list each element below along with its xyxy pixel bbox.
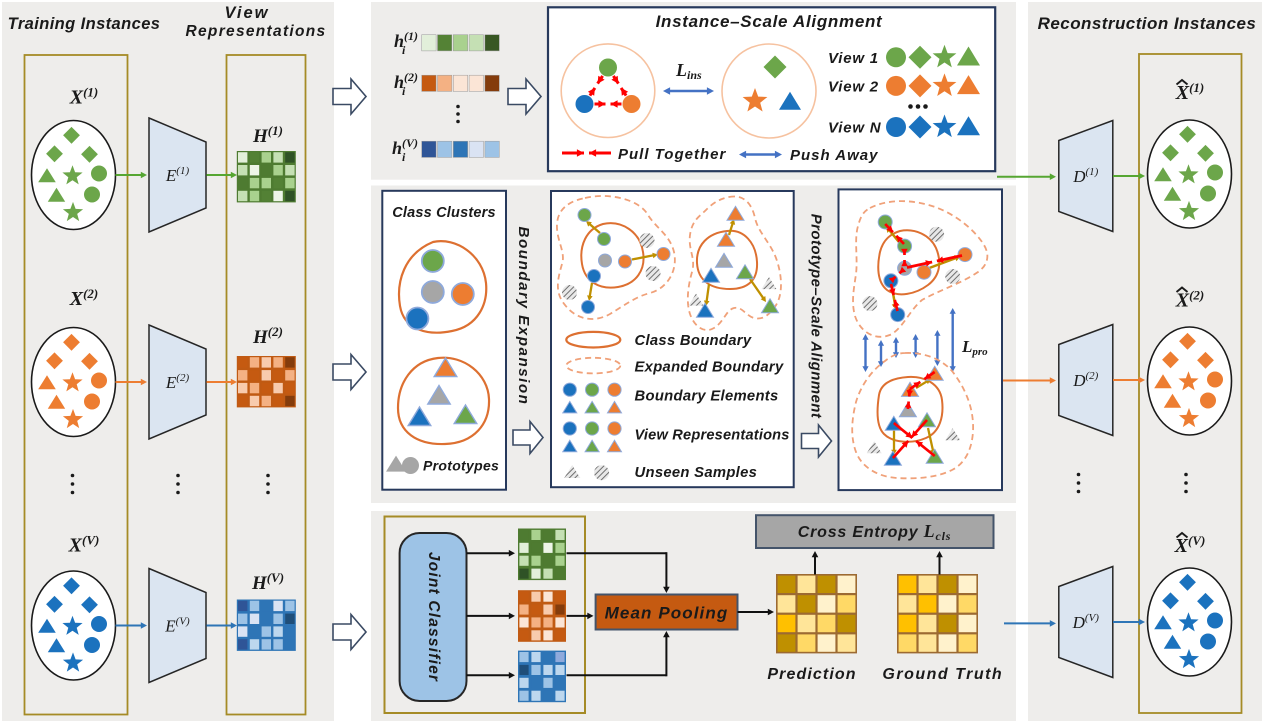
svg-text:Training Instances: Training Instances xyxy=(8,15,161,33)
svg-text:E(V): E(V) xyxy=(164,616,190,636)
svg-text:Pull Together: Pull Together xyxy=(618,146,726,163)
svg-text:Prototypes: Prototypes xyxy=(423,458,499,474)
svg-text:View: View xyxy=(225,4,270,22)
svg-text:X(V): X(V) xyxy=(68,533,100,557)
svg-text:Joint Classifier: Joint Classifier xyxy=(425,552,442,682)
svg-text:View 1: View 1 xyxy=(828,50,879,67)
svg-text:Cross Entropy Lcls: Cross Entropy Lcls xyxy=(798,521,951,543)
svg-text:X(1): X(1) xyxy=(69,85,99,109)
svg-text:D(1): D(1) xyxy=(1072,166,1098,186)
svg-text:H(V): H(V) xyxy=(251,570,284,594)
svg-text:Class Clusters: Class Clusters xyxy=(392,205,496,221)
svg-text:View 2: View 2 xyxy=(828,78,879,95)
svg-text:X(2): X(2) xyxy=(69,286,99,310)
svg-text:View N: View N xyxy=(828,120,882,137)
svg-text:D(V): D(V) xyxy=(1072,612,1100,632)
svg-text:Class Boundary: Class Boundary xyxy=(635,333,752,349)
svg-text:Instance–Scale Alignment: Instance–Scale Alignment xyxy=(656,12,883,31)
svg-text:Boundary Elements: Boundary Elements xyxy=(635,389,779,405)
svg-text:X(2): X(2) xyxy=(1175,288,1205,312)
svg-text:H(2): H(2) xyxy=(252,324,283,348)
svg-text:Push Away: Push Away xyxy=(790,147,878,164)
svg-text:D(2): D(2) xyxy=(1072,370,1098,390)
svg-text:Ground Truth: Ground Truth xyxy=(882,666,1003,683)
svg-text:Mean Pooling: Mean Pooling xyxy=(605,604,729,623)
svg-text:Prototype–Scale Alignment: Prototype–Scale Alignment xyxy=(808,214,825,419)
svg-text:H(1): H(1) xyxy=(252,123,283,147)
svg-text:Reconstruction Instances: Reconstruction Instances xyxy=(1038,14,1257,33)
svg-text:X(V): X(V) xyxy=(1174,533,1206,557)
svg-text:E(2): E(2) xyxy=(165,372,190,392)
svg-text:Representations: Representations xyxy=(186,23,327,40)
svg-text:Expanded Boundary: Expanded Boundary xyxy=(635,360,784,376)
svg-text:Boundary Expansion: Boundary Expansion xyxy=(515,227,532,406)
svg-text:Prediction: Prediction xyxy=(767,666,856,683)
svg-text:View Representations: View Representations xyxy=(635,428,790,444)
svg-text:Unseen Samples: Unseen Samples xyxy=(635,465,758,481)
svg-text:E(1): E(1) xyxy=(165,165,190,185)
svg-text:X(1): X(1) xyxy=(1175,80,1205,104)
